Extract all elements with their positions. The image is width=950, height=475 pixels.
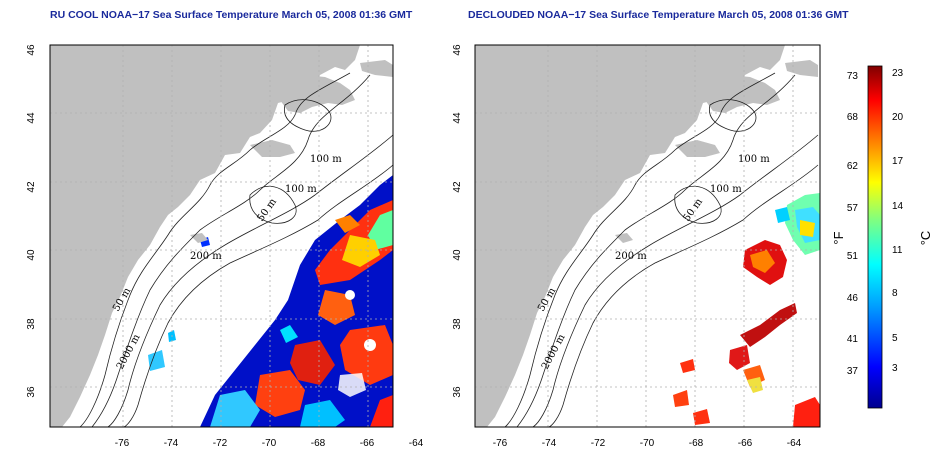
x-tick-label: -68 (689, 438, 704, 449)
contour-label-100m: 100 m (738, 154, 770, 165)
colorbar-c-tick: 23 (892, 68, 904, 79)
x-tick-label: -66 (738, 438, 753, 449)
colorbar-f-tick: 37 (847, 366, 859, 377)
y-tick-label: 36 (26, 386, 37, 398)
colorbar-celsius-ticks: 23 20 17 14 11 8 5 3 (892, 68, 904, 374)
y-tick-label: 46 (26, 44, 37, 56)
colorbar-gradient (867, 65, 883, 409)
x-tick-label: -66 (360, 438, 375, 449)
colorbar-f-tick: 73 (847, 71, 859, 82)
colorbar-c-tick: 5 (892, 333, 898, 344)
colorbar-f-tick: 62 (847, 161, 859, 172)
colorbar-c-tick: 11 (892, 245, 903, 256)
y-tick-label: 44 (452, 112, 463, 124)
y-tick-label: 36 (452, 386, 463, 398)
x-tick-label: -64 (409, 438, 424, 449)
left-y-axis: 36 38 40 42 44 46 (26, 44, 37, 398)
colorbar-c-tick: 20 (892, 112, 904, 123)
colorbar-f-tick: 68 (847, 112, 859, 123)
x-tick-label: -74 (542, 438, 557, 449)
x-tick-label: -76 (493, 438, 508, 449)
right-y-axis: 36 38 40 42 44 46 (452, 44, 463, 398)
y-tick-label: 44 (26, 112, 37, 124)
x-tick-label: -64 (787, 438, 802, 449)
colorbar-c-tick: 8 (892, 288, 898, 299)
right-map-panel: 100 m 100 m 50 m 200 m 50 m 2000 m -76 -… (452, 44, 821, 449)
x-tick-label: -70 (640, 438, 655, 449)
left-x-axis: -76 -74 -72 -70 -68 -66 -64 (115, 438, 424, 449)
colorbar-fahrenheit-unit: °F (831, 231, 846, 244)
colorbar-celsius-unit: °C (918, 231, 933, 246)
y-tick-label: 40 (452, 249, 463, 261)
right-sst-data (673, 193, 820, 427)
right-x-axis: -76 -74 -72 -70 -68 -66 -64 (493, 438, 802, 449)
y-tick-label: 40 (26, 249, 37, 261)
colorbar-c-tick: 3 (892, 363, 898, 374)
x-tick-label: -76 (115, 438, 130, 449)
contour-label-100m: 100 m (285, 184, 317, 195)
colorbar-c-tick: 17 (892, 156, 904, 167)
colorbar-c-tick: 14 (892, 201, 904, 212)
x-tick-label: -70 (262, 438, 277, 449)
left-sst-data (148, 175, 393, 427)
right-panel-title: DECLOUDED NOAA−17 Sea Surface Temperatur… (468, 9, 849, 21)
x-tick-label: -68 (311, 438, 326, 449)
contour-label-200m: 200 m (190, 251, 222, 262)
colorbar-f-tick: 41 (847, 334, 859, 345)
colorbar: 73 68 62 57 51 46 41 37 23 20 17 14 11 8… (831, 65, 933, 409)
colorbar-fahrenheit-ticks: 73 68 62 57 51 46 41 37 (847, 71, 859, 377)
colorbar-f-tick: 51 (847, 251, 859, 262)
contour-label-100m: 100 m (310, 154, 342, 165)
left-map-panel: 100 m 100 m 50 m 200 m 50 m 2000 m -76 -… (26, 44, 424, 449)
x-tick-label: -72 (213, 438, 228, 449)
x-tick-label: -72 (591, 438, 606, 449)
y-tick-label: 38 (26, 318, 37, 330)
contour-label-100m: 100 m (710, 184, 742, 195)
contour-label-200m: 200 m (615, 251, 647, 262)
y-tick-label: 42 (452, 181, 463, 193)
x-tick-label: -74 (164, 438, 179, 449)
colorbar-f-tick: 57 (847, 203, 859, 214)
left-panel-title: RU COOL NOAA−17 Sea Surface Temperature … (50, 9, 413, 21)
y-tick-label: 46 (452, 44, 463, 56)
y-tick-label: 42 (26, 181, 37, 193)
colorbar-f-tick: 46 (847, 293, 859, 304)
y-tick-label: 38 (452, 318, 463, 330)
